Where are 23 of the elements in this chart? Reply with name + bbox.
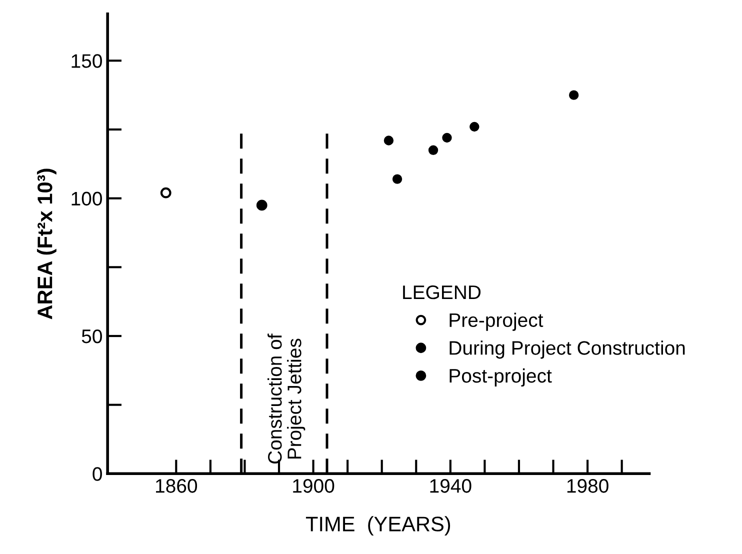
point [428,145,438,155]
legend-label: During Project Construction [450,340,685,359]
point [442,132,452,143]
x-tick-label: 1980 [567,479,608,493]
annotation: Construction of Project Jetties [268,334,306,464]
legend-label: Pre-project [450,312,544,331]
y-tick-label: 50 [82,329,102,344]
y-tick-label: 0 [92,467,102,481]
legend-title: LEGEND [403,285,481,300]
point [568,90,579,100]
point [470,122,480,132]
point [256,200,268,211]
y-tick-label: 100 [72,192,102,206]
point [384,136,394,146]
x-tick-label: 1940 [430,479,472,493]
legend-label: Post-project [450,368,552,387]
point [392,174,402,184]
x-tick-label: 1900 [293,479,334,493]
point [160,187,172,198]
y-axis-title: AREA (Ft²x 10³) [36,168,56,320]
x-axis-title: TIME (YEARS) [306,516,450,536]
x-tick-label: 1860 [156,479,198,493]
y-tick-label: 150 [72,54,102,68]
